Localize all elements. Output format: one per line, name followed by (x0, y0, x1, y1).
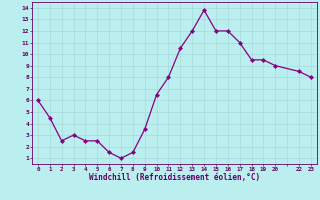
X-axis label: Windchill (Refroidissement éolien,°C): Windchill (Refroidissement éolien,°C) (89, 173, 260, 182)
